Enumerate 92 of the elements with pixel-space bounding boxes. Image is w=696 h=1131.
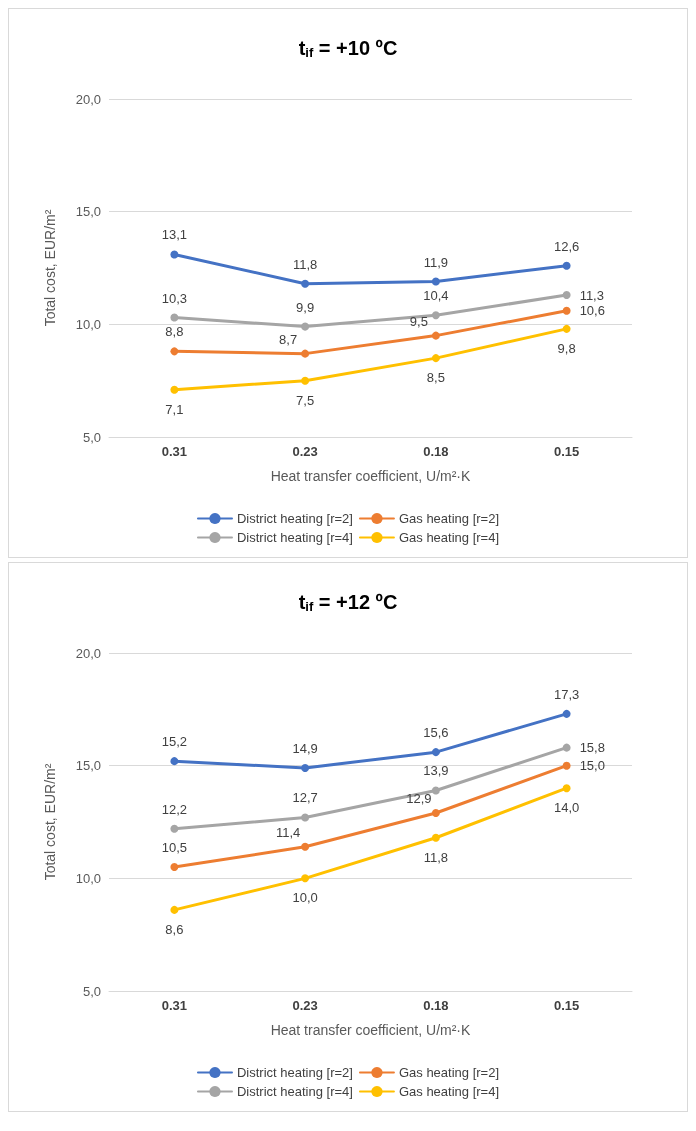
y-tick-label: 10,0 xyxy=(75,870,101,886)
x-tick-label: 0.15 xyxy=(553,444,580,459)
x-tick-label: 0.18 xyxy=(423,444,449,459)
legend-label: District heating [r=2] xyxy=(236,1065,353,1080)
point xyxy=(431,748,440,757)
point xyxy=(170,250,179,259)
data-label: 15,8 xyxy=(579,740,605,756)
y-tick-label: 5,0 xyxy=(82,429,101,445)
x-tick-label: 0.31 xyxy=(161,444,188,459)
data-label: 9,5 xyxy=(409,313,428,329)
data-label: 11,8 xyxy=(292,256,318,272)
data-label: 17,3 xyxy=(553,686,580,702)
data-label: 10,0 xyxy=(292,890,318,906)
point xyxy=(301,874,310,883)
legend-label: Gas heating [r=4] xyxy=(398,530,500,545)
point xyxy=(301,376,310,385)
x-tick-label: 0.23 xyxy=(292,998,318,1013)
y-axis-title: Total cost, EUR/m² xyxy=(42,763,58,881)
point xyxy=(562,743,571,752)
data-label: 10,4 xyxy=(423,288,449,304)
y-tick-label: 5,0 xyxy=(82,983,101,999)
point xyxy=(431,331,440,340)
data-label: 15,2 xyxy=(161,734,188,750)
point xyxy=(301,349,310,358)
data-label: 11,8 xyxy=(423,849,449,865)
point xyxy=(170,313,179,322)
point xyxy=(170,863,179,872)
data-label: 12,2 xyxy=(161,801,188,817)
data-label: 8,6 xyxy=(165,921,184,937)
data-label: 10,3 xyxy=(161,290,188,306)
data-label: 13,9 xyxy=(423,763,449,779)
data-label: 11,4 xyxy=(275,824,301,840)
data-label: 11,9 xyxy=(423,254,449,270)
data-label: 15,0 xyxy=(579,758,605,774)
x-tick-label: 0.15 xyxy=(553,998,580,1013)
data-label: 8,7 xyxy=(279,331,298,347)
data-label: 11,3 xyxy=(579,287,604,303)
point xyxy=(562,306,571,315)
point xyxy=(301,763,310,772)
data-label: 9,9 xyxy=(296,299,315,315)
data-label: 14,0 xyxy=(553,800,580,816)
point xyxy=(301,842,310,851)
point xyxy=(431,311,440,320)
legend-label: District heating [r=4] xyxy=(236,530,353,545)
data-label: 8,5 xyxy=(426,370,445,386)
data-label: 7,5 xyxy=(296,392,315,408)
data-label: 8,8 xyxy=(165,324,184,340)
x-tick-label: 0.31 xyxy=(161,998,188,1013)
point xyxy=(170,824,179,833)
point xyxy=(431,786,440,795)
y-tick-label: 15,0 xyxy=(75,758,101,774)
data-label: 12,9 xyxy=(406,790,432,806)
point xyxy=(301,279,310,288)
y-tick-label: 20,0 xyxy=(75,91,101,107)
y-tick-label: 10,0 xyxy=(75,316,101,332)
data-label: 12,6 xyxy=(553,238,580,254)
x-tick-label: 0.18 xyxy=(423,998,449,1013)
point xyxy=(431,833,440,842)
legend-label: Gas heating [r=4] xyxy=(398,1084,500,1099)
data-label: 10,6 xyxy=(579,303,605,319)
point xyxy=(562,761,571,770)
y-tick-label: 20,0 xyxy=(75,645,101,661)
point xyxy=(301,322,310,331)
x-axis-title: Heat transfer coefficient, U/m²·K xyxy=(270,468,472,484)
point xyxy=(170,347,179,356)
point xyxy=(431,277,440,286)
point xyxy=(301,813,310,822)
data-label: 14,9 xyxy=(292,740,318,756)
legend-label: Gas heating [r=2] xyxy=(398,1065,500,1080)
point xyxy=(562,784,571,793)
data-label: 12,7 xyxy=(292,790,318,806)
point xyxy=(562,291,571,300)
point xyxy=(562,324,571,333)
x-axis-title: Heat transfer coefficient, U/m²·K xyxy=(270,1022,472,1038)
legend-label: District heating [r=4] xyxy=(236,1084,353,1099)
legend-label: District heating [r=2] xyxy=(236,511,353,526)
point xyxy=(170,757,179,766)
y-tick-label: 15,0 xyxy=(75,204,101,220)
legend-label: Gas heating [r=2] xyxy=(398,511,500,526)
y-axis-title: Total cost, EUR/m² xyxy=(42,209,58,327)
point xyxy=(170,905,179,914)
point xyxy=(562,709,571,718)
point xyxy=(431,808,440,817)
data-label: 7,1 xyxy=(165,401,184,417)
x-tick-label: 0.23 xyxy=(292,444,318,459)
data-label: 9,8 xyxy=(557,340,576,356)
data-label: 15,6 xyxy=(423,725,449,741)
point xyxy=(431,354,440,363)
data-label: 13,1 xyxy=(161,227,188,243)
point xyxy=(562,261,571,270)
data-label: 10,5 xyxy=(161,840,188,856)
point xyxy=(170,385,179,394)
